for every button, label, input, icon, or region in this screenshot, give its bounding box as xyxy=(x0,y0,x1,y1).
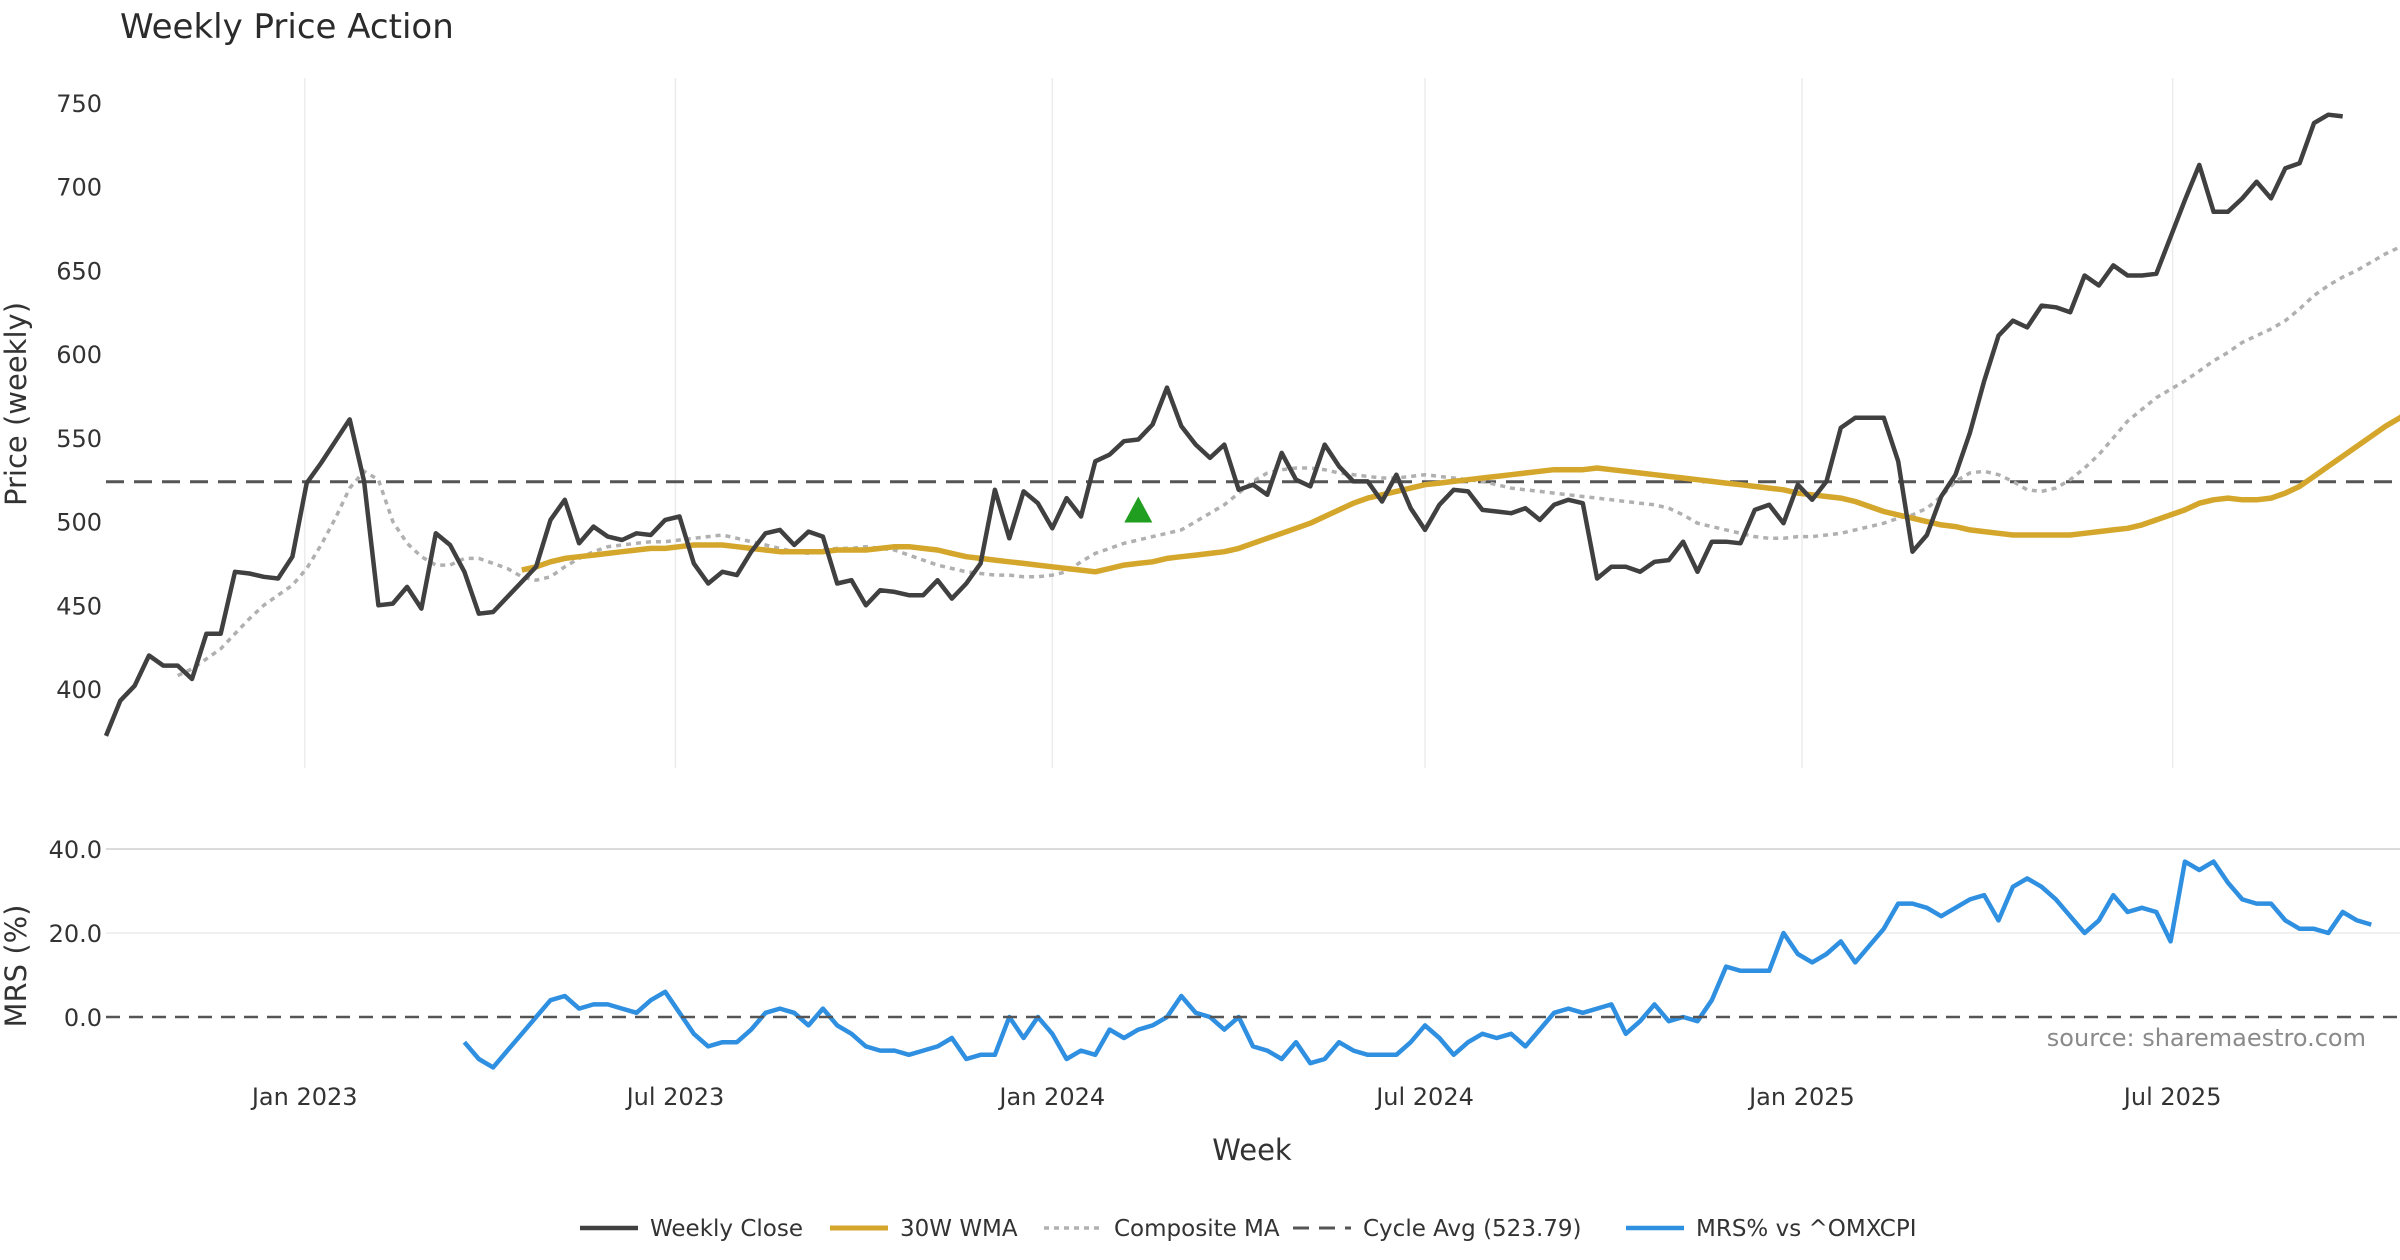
price-panel-gridlines xyxy=(303,78,2174,768)
legend-label-weekly-close: Weekly Close xyxy=(650,1216,803,1242)
mrs-y-tick-1: 20.0 xyxy=(49,920,102,948)
chart-title: Weekly Price Action xyxy=(120,7,454,47)
price-y-axis-title: Price (weekly) xyxy=(0,302,33,506)
price-y-tick-700: 700 xyxy=(56,174,102,202)
price-y-tick-400: 400 xyxy=(56,676,102,704)
x-tick-jan-2023: Jan 2023 xyxy=(250,1083,358,1111)
price-y-axis-ticks: 400 450 500 550 600 650 700 750 xyxy=(56,90,102,704)
legend-label-mrs-vs-omxcpi: MRS% vs ^OMXCPI xyxy=(1696,1216,1917,1242)
price-y-tick-600: 600 xyxy=(56,341,102,369)
price-y-tick-500: 500 xyxy=(56,509,102,537)
legend-label-30w-wma: 30W WMA xyxy=(900,1216,1018,1242)
mrs-y-axis-ticks: 0.0 20.0 40.0 xyxy=(49,836,102,1032)
price-y-tick-550: 550 xyxy=(56,425,102,453)
mrs-series-group xyxy=(106,859,2400,1070)
source-note: source: sharemaestro.com xyxy=(2047,1024,2366,1052)
legend-label-composite-ma: Composite MA xyxy=(1114,1216,1280,1242)
x-axis-title: Week xyxy=(1212,1133,1292,1167)
price-y-tick-750: 750 xyxy=(56,90,102,118)
x-tick-jul-2023: Jul 2023 xyxy=(625,1083,725,1111)
x-tick-jan-2025: Jan 2025 xyxy=(1747,1083,1855,1111)
series-30w-wma xyxy=(521,414,2400,575)
x-axis-ticks: Jan 2023 Jul 2023 Jan 2024 Jul 2024 Jan 2025… xyxy=(250,1083,2222,1111)
series-composite-ma xyxy=(176,245,2400,678)
mrs-y-tick-0: 0.0 xyxy=(64,1004,102,1032)
series-weekly-close xyxy=(103,112,2343,737)
price-series-group xyxy=(103,112,2400,737)
mrs-panel-gridlines xyxy=(106,848,2400,934)
chart-legend: Weekly Close 30W WMA Composite MA Cycle Avg… xyxy=(580,1216,1917,1242)
x-tick-jul-2025: Jul 2025 xyxy=(2122,1083,2222,1111)
x-tick-jan-2024: Jan 2024 xyxy=(997,1083,1105,1111)
mrs-y-tick-2: 40.0 xyxy=(49,836,102,864)
series-mrs xyxy=(462,859,2372,1070)
legend-label-cycle-avg-523-79: Cycle Avg (523.79) xyxy=(1363,1216,1582,1242)
price-y-tick-450: 450 xyxy=(56,592,102,620)
x-tick-jul-2024: Jul 2024 xyxy=(1374,1083,1474,1111)
mrs-y-axis-title: MRS (%) xyxy=(0,905,33,1028)
price-y-tick-650: 650 xyxy=(56,257,102,285)
buy-signal-marker xyxy=(1124,496,1153,523)
